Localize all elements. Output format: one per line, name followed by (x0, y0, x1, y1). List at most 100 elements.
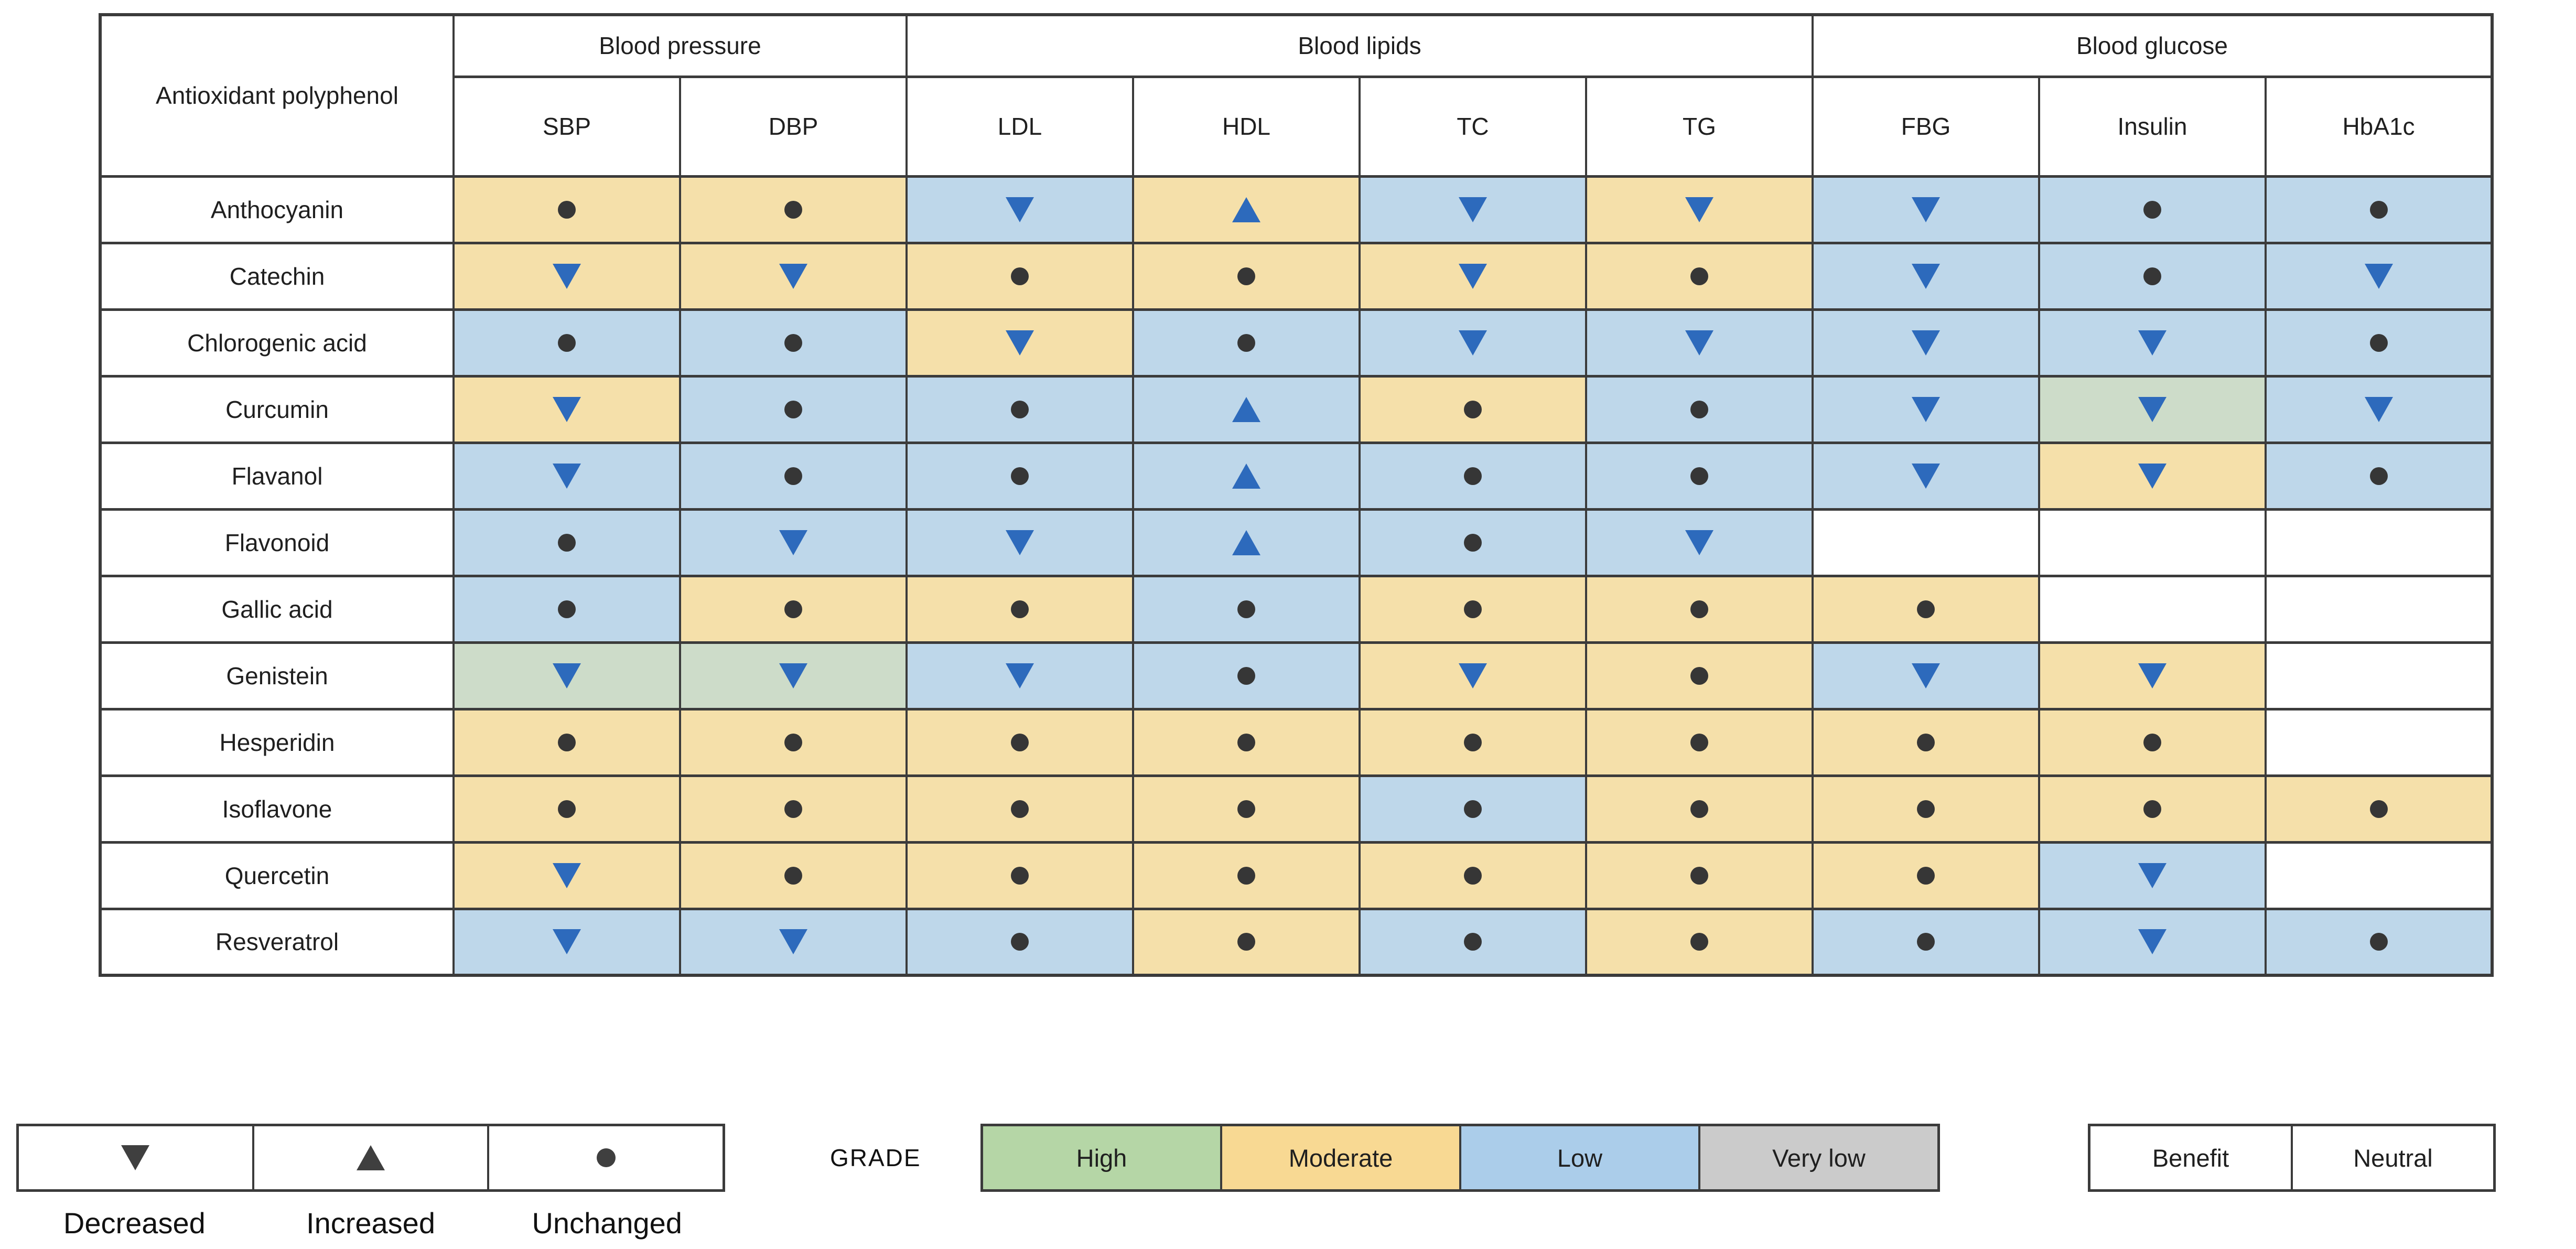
column-header-tg: TG (1585, 75, 1814, 178)
effect-cell-hesperidin-sbp (452, 707, 681, 777)
effect-cell-quercetin-fbg (1812, 841, 2040, 910)
unchanged-icon (784, 400, 802, 418)
effect-cell-genistein-insulin (2038, 641, 2267, 710)
effect-cell-resveratrol-insulin (2038, 907, 2267, 977)
effect-cell-anthocyanin-tg (1585, 175, 1814, 244)
unchanged-icon (1237, 933, 1255, 951)
effect-cell-catechin-sbp (452, 241, 681, 311)
effect-cell-flavonoid-fbg (1812, 508, 2040, 577)
effect-cell-chlorogenic-acid-hba1c (2265, 308, 2493, 378)
effect-cell-resveratrol-hba1c (2265, 907, 2493, 977)
effect-cell-curcumin-hba1c (2265, 374, 2493, 444)
unchanged-icon (2143, 267, 2161, 285)
grade-legend-title: GRADE (830, 1144, 921, 1171)
unchanged-icon (1917, 600, 1935, 618)
table-body: Anthocyanin Catechin Chlorogenic acid Curcu… (99, 175, 2493, 977)
outcome-cell-benefit: Benefit (2152, 1144, 2229, 1172)
row-label: Flavanol (99, 441, 455, 511)
effect-cell-catechin-insulin (2038, 241, 2267, 311)
unchanged-icon (1237, 267, 1255, 285)
legend-cell-decreased (19, 1126, 252, 1189)
effect-cell-flavanol-sbp (452, 441, 681, 511)
unchanged-icon (1917, 933, 1935, 951)
grade-legend: High Moderate Low Very low (980, 1124, 1940, 1192)
decreased-icon (2138, 863, 2167, 888)
decreased-icon (1685, 530, 1713, 555)
decreased-icon (1006, 663, 1034, 688)
effect-cell-genistein-ldl (906, 641, 1134, 710)
effect-cell-quercetin-insulin (2038, 841, 2267, 910)
legend-cell-increased (252, 1126, 488, 1189)
decreased-icon (1459, 663, 1487, 688)
effect-cell-catechin-ldl (906, 241, 1134, 311)
unchanged-icon (2369, 800, 2388, 818)
effect-cell-hesperidin-dbp (679, 707, 908, 777)
unchanged-icon (2143, 800, 2161, 818)
effect-cell-isoflavone-hdl (1132, 774, 1361, 844)
effect-cell-genistein-fbg (1812, 641, 2040, 710)
outcome-legend: Benefit Neutral (2088, 1124, 2496, 1192)
decreased-icon (1459, 263, 1487, 289)
table-row-chlorogenic-acid: Chlorogenic acid (99, 308, 2493, 378)
effect-cell-flavanol-hba1c (2265, 441, 2493, 511)
effect-cell-quercetin-hdl (1132, 841, 1361, 910)
row-label: Genistein (99, 641, 455, 710)
effect-cell-quercetin-tg (1585, 841, 1814, 910)
effect-cell-flavonoid-ldl (906, 508, 1134, 577)
effect-cell-flavanol-fbg (1812, 441, 2040, 511)
column-header-tc: TC (1359, 75, 1587, 178)
effect-cell-anthocyanin-hdl (1132, 175, 1361, 244)
decreased-icon (553, 263, 581, 289)
effect-cell-curcumin-ldl (906, 374, 1134, 444)
decreased-icon (2138, 396, 2167, 422)
unchanged-icon (2143, 733, 2161, 751)
unchanged-icon (784, 800, 802, 818)
corner-header: Antioxidant polyphenol (99, 13, 455, 178)
unchanged-icon (1690, 467, 1708, 485)
effect-cell-hesperidin-tg (1585, 707, 1814, 777)
unchanged-icon (558, 600, 576, 618)
effect-cell-quercetin-dbp (679, 841, 908, 910)
decreased-icon (553, 663, 581, 688)
unchanged-icon (1237, 600, 1255, 618)
effect-cell-quercetin-sbp (452, 841, 681, 910)
unchanged-icon (1011, 400, 1029, 418)
decreased-icon (1912, 263, 1940, 289)
unchanged-icon (784, 200, 802, 219)
effect-cell-genistein-hdl (1132, 641, 1361, 710)
table-row-isoflavone: Isoflavone (99, 774, 2493, 844)
increased-icon (1232, 396, 1260, 422)
effect-cell-quercetin-hba1c (2265, 841, 2493, 910)
unchanged-icon (1690, 866, 1708, 885)
effect-cell-flavonoid-sbp (452, 508, 681, 577)
legend-cell-unchanged (487, 1126, 723, 1189)
effect-cell-catechin-tc (1359, 241, 1587, 311)
column-header-sbp: SBP (452, 75, 681, 178)
table-row-catechin: Catechin (99, 241, 2493, 311)
unchanged-icon (1917, 800, 1935, 818)
effect-cell-gallic-acid-fbg (1812, 574, 2040, 644)
effect-cell-curcumin-tc (1359, 374, 1587, 444)
decreased-icon (1459, 197, 1487, 222)
column-header-dbp: DBP (679, 75, 908, 178)
outcome-cell-neutral: Neutral (2291, 1126, 2493, 1189)
grade-cell-high: High (983, 1126, 1220, 1189)
unchanged-icon (1464, 933, 1482, 951)
table-row-resveratrol: Resveratrol (99, 907, 2493, 977)
effect-cell-genistein-hba1c (2265, 641, 2493, 710)
effect-cell-anthocyanin-hba1c (2265, 175, 2493, 244)
unchanged-icon (1464, 533, 1482, 552)
decreased-icon (2138, 663, 2167, 688)
effect-cell-isoflavone-insulin (2038, 774, 2267, 844)
decreased-icon (2138, 929, 2167, 955)
effect-cell-anthocyanin-insulin (2038, 175, 2267, 244)
decreased-icon (779, 663, 807, 688)
effect-cell-resveratrol-dbp (679, 907, 908, 977)
table-row-flavanol: Flavanol (99, 441, 2493, 511)
decreased-icon (553, 463, 581, 489)
effect-cell-curcumin-sbp (452, 374, 681, 444)
effect-cell-curcumin-insulin (2038, 374, 2267, 444)
effect-cell-chlorogenic-acid-tc (1359, 308, 1587, 378)
unchanged-icon (1464, 467, 1482, 485)
effect-cell-resveratrol-ldl (906, 907, 1134, 977)
